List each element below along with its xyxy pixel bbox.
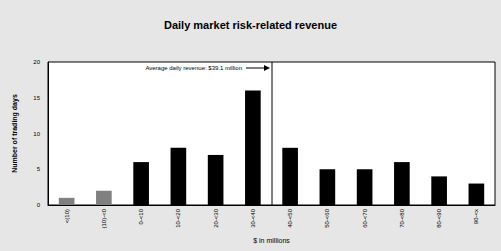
svg-text:15: 15: [33, 95, 40, 101]
svg-text:$ in millions: $ in millions: [253, 237, 290, 244]
svg-text:70-<80: 70-<80: [399, 208, 405, 228]
svg-text:30-<40: 30-<40: [250, 208, 256, 228]
svg-text:(10)-<0: (10)-<0: [101, 208, 107, 228]
svg-text:<(10): <(10): [64, 209, 70, 223]
svg-text:10: 10: [33, 131, 40, 137]
svg-text:90-<x: 90-<x: [473, 209, 479, 224]
svg-text:50-<60: 50-<60: [324, 208, 330, 228]
svg-text:60-<70: 60-<70: [362, 208, 368, 228]
svg-text:40-<50: 40-<50: [287, 208, 293, 228]
svg-text:80-<90: 80-<90: [436, 208, 442, 228]
svg-text:Number of trading days: Number of trading days: [11, 94, 19, 173]
svg-text:Daily market risk-related reve: Daily market risk-related revenue: [164, 19, 337, 31]
svg-text:0-<10: 0-<10: [138, 208, 144, 224]
svg-text:20: 20: [33, 59, 40, 65]
svg-text:20-<30: 20-<30: [213, 208, 219, 228]
svg-text:10-<20: 10-<20: [175, 208, 181, 228]
svg-text:5: 5: [37, 166, 41, 172]
svg-text:0: 0: [37, 202, 41, 208]
svg-text:Average daily revenue: $39.1 m: Average daily revenue: $39.1 million: [145, 65, 242, 71]
